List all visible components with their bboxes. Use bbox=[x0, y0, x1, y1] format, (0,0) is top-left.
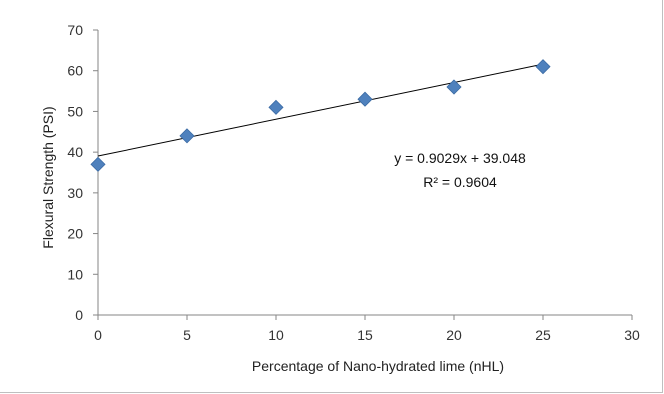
x-tick-label: 20 bbox=[446, 327, 462, 343]
trendline-equation: y = 0.9029x + 39.048 bbox=[394, 150, 526, 166]
y-tick-label: 20 bbox=[67, 226, 83, 242]
axes bbox=[97, 30, 632, 316]
data-point bbox=[179, 128, 195, 144]
data-point bbox=[90, 156, 106, 172]
r-squared-label: R² = 0.9604 bbox=[423, 174, 497, 190]
y-tick-label: 30 bbox=[67, 185, 83, 201]
data-point bbox=[535, 59, 551, 75]
x-tick-label: 5 bbox=[183, 327, 191, 343]
x-tick-label: 25 bbox=[535, 327, 551, 343]
x-axis-title: Percentage of Nano-hydrated lime (nHL) bbox=[252, 358, 504, 374]
y-tick-label: 10 bbox=[67, 266, 83, 282]
x-tick-label: 0 bbox=[94, 327, 102, 343]
x-tick-label: 30 bbox=[624, 327, 640, 343]
y-tick-label: 60 bbox=[67, 63, 83, 79]
y-tick-label: 0 bbox=[75, 307, 83, 323]
data-point bbox=[446, 79, 462, 95]
x-axis-ticks: 0 5 10 15 20 25 30 bbox=[94, 315, 640, 343]
y-tick-label: 70 bbox=[67, 22, 83, 38]
x-tick-label: 15 bbox=[357, 327, 373, 343]
x-tick-label: 10 bbox=[268, 327, 284, 343]
data-points bbox=[90, 59, 551, 172]
trendline bbox=[97, 63, 544, 157]
data-point bbox=[268, 99, 284, 115]
y-tick-label: 50 bbox=[67, 103, 83, 119]
y-axis-ticks: 0 10 20 30 40 50 60 70 bbox=[67, 22, 98, 323]
data-point bbox=[357, 91, 373, 107]
y-axis-title: Flexural Strength (PSI) bbox=[40, 106, 56, 248]
y-tick-label: 40 bbox=[67, 144, 83, 160]
